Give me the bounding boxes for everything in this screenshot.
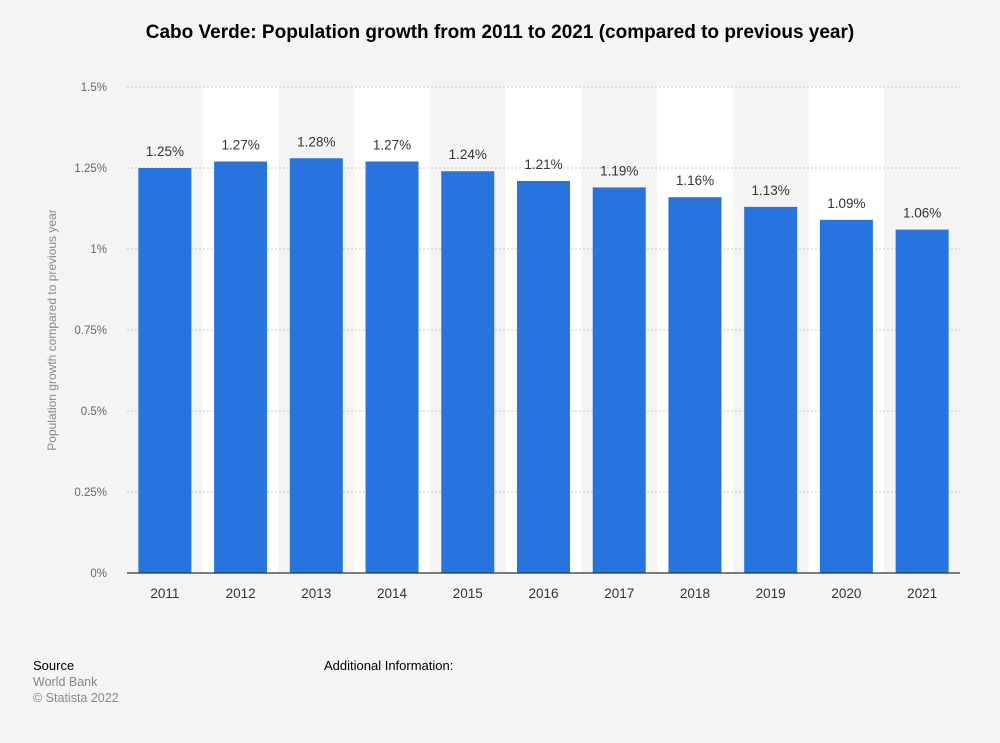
y-tick-label: 0.5%: [81, 406, 107, 418]
y-tick-label: 1.5%: [81, 82, 107, 94]
bar[interactable]: [441, 171, 495, 574]
x-tick-label: 2015: [453, 586, 483, 601]
y-tick-label: 0.25%: [74, 487, 107, 499]
bar-value-label: 1.27%: [221, 138, 259, 153]
bar[interactable]: [744, 206, 798, 573]
bar[interactable]: [592, 187, 646, 573]
source-block: Source World Bank © Statista 2022: [33, 658, 119, 706]
bar-value-label: 1.28%: [297, 134, 335, 149]
bar-value-label: 1.21%: [524, 157, 562, 172]
bar[interactable]: [214, 161, 268, 573]
y-axis-label: Population growth compared to previous y…: [45, 209, 59, 450]
bar-value-labels: 1.25% 1.27% 1.28% 1.27% 1.24% 1.21% 1.19% 1.16%…: [146, 134, 942, 220]
bar-value-label: 1.19%: [600, 163, 638, 178]
x-tick-label: 2020: [831, 586, 861, 601]
bar[interactable]: [365, 161, 419, 573]
x-tick-label: 2014: [377, 586, 408, 601]
y-axis-ticks: 0% 0.25% 0.5% 0.75% 1% 1.25% 1.5%: [74, 82, 107, 580]
y-tick-label: 1.25%: [74, 163, 107, 175]
x-tick-label: 2018: [680, 586, 710, 601]
bar-value-label: 1.09%: [827, 196, 865, 211]
bars: [138, 158, 949, 574]
bar[interactable]: [138, 168, 192, 573]
copyright[interactable]: © Statista 2022: [33, 691, 119, 705]
chart-title: Cabo Verde: Population growth from 2011 …: [145, 22, 855, 43]
bar-value-label: 1.16%: [676, 173, 714, 188]
bar[interactable]: [819, 219, 873, 573]
additional-information-link[interactable]: Additional Information:: [324, 658, 454, 673]
bar[interactable]: [517, 180, 570, 573]
x-tick-label: 2012: [226, 586, 256, 601]
bar-value-label: 1.13%: [752, 183, 790, 198]
x-tick-label: 2016: [528, 586, 558, 601]
source-name[interactable]: World Bank: [33, 675, 98, 689]
x-tick-label: 2013: [301, 586, 331, 601]
y-tick-label: 0%: [90, 568, 107, 580]
bar-value-label: 1.27%: [373, 138, 411, 153]
x-axis-ticks: 2011 2012 2013 2014 2015 2016 2017 2018 2019 2020…: [150, 586, 937, 601]
bar-value-label: 1.25%: [146, 144, 184, 159]
source-heading: Source: [33, 658, 75, 673]
y-tick-label: 1%: [90, 244, 107, 256]
bar-value-label: 1.24%: [449, 147, 487, 162]
bar[interactable]: [668, 197, 722, 573]
x-tick-label: 2019: [756, 586, 786, 601]
x-tick-label: 2017: [604, 586, 634, 601]
y-tick-label: 0.75%: [74, 325, 107, 337]
x-tick-label: 2021: [907, 586, 937, 601]
x-tick-label: 2011: [150, 586, 179, 601]
bar-value-label: 1.06%: [903, 206, 941, 221]
bar[interactable]: [289, 158, 343, 573]
bar[interactable]: [895, 229, 949, 573]
